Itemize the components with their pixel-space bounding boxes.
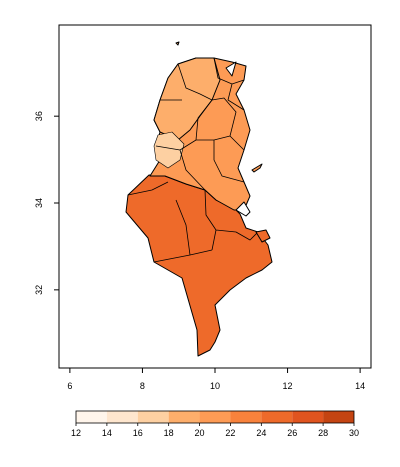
legend-border [75,410,355,424]
x-tick-label: 6 [67,381,72,391]
x-tick-label: 8 [140,381,145,391]
legend-swatch [323,411,354,423]
y-axis: 32 34 36 [34,111,59,295]
legend-tick-label: 24 [256,428,266,438]
legend-swatch [168,411,200,423]
legend-tick-label: 22 [225,428,235,438]
legend-swatch [106,411,138,423]
legend-swatch [230,411,262,423]
tunisia-map [125,41,273,357]
region-borders [127,57,259,263]
x-axis: 6 8 10 12 14 [67,368,365,391]
island-djerba [255,229,271,243]
legend-tick-label: 20 [195,428,205,438]
x-tick-label: 12 [283,381,293,391]
color-legend: 12 14 16 18 20 22 24 26 28 30 [71,410,359,438]
legend-tick-label: 16 [133,428,143,438]
legend-tick-label: 26 [287,428,297,438]
y-tick-label: 34 [34,198,44,208]
region-south [125,174,273,357]
y-tick-label: 36 [34,111,44,121]
legend-tick-label: 14 [102,428,112,438]
coast-gulf-gabes [235,201,251,217]
legend-tick-label: 28 [318,428,328,438]
legend-tick-label: 18 [164,428,174,438]
legend-swatch [199,411,231,423]
coast-gulf-tunis [225,61,237,77]
region-north-light [153,131,185,169]
legend-swatch [137,411,169,423]
legend-tick-label: 30 [349,428,359,438]
island-galite [175,41,180,46]
x-tick-label: 14 [355,381,365,391]
legend-swatch [261,411,293,423]
legend-swatch [76,411,107,423]
island-kerkennah [251,163,263,173]
x-tick-label: 10 [210,381,220,391]
legend-swatch [292,411,324,423]
y-tick-label: 32 [34,285,44,295]
legend-tick-label: 12 [71,428,81,438]
